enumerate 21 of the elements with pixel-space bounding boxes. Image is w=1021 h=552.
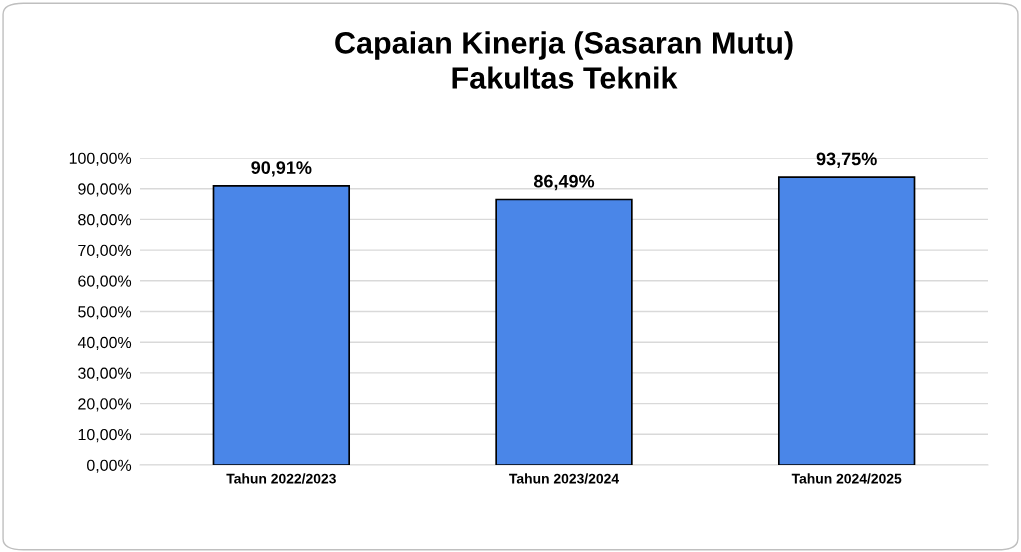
bar xyxy=(777,176,916,465)
x-tick-label: Tahun 2024/2025 xyxy=(791,473,902,484)
y-tick-label: 40,00% xyxy=(77,336,132,351)
x-tick-label: Tahun 2022/2023 xyxy=(226,473,336,484)
bar xyxy=(212,185,351,465)
data-label: 86,49% xyxy=(533,174,595,191)
y-tick-label: 90,00% xyxy=(78,183,132,197)
data-label: 93,75% xyxy=(816,152,877,168)
y-tick-label: 80,00% xyxy=(78,214,132,228)
y-tick-label: 100,00% xyxy=(69,152,132,166)
data-label: 90,91% xyxy=(251,161,312,177)
y-tick-label: 50,00% xyxy=(78,306,132,320)
y-tick-label: 30,00% xyxy=(78,367,132,381)
y-tick-label: 60,00% xyxy=(78,275,132,289)
y-tick-label: 0,00% xyxy=(87,459,132,473)
x-tick-label: Tahun 2023/2024 xyxy=(509,473,619,484)
y-tick-label: 20,00% xyxy=(78,398,132,412)
chart-title: Capaian Kinerja (Sasaran Mutu) Fakultas Teknik xyxy=(335,31,793,89)
y-tick-label: 70,00% xyxy=(78,244,132,258)
y-tick-label: 10,00% xyxy=(78,428,132,443)
bar xyxy=(495,198,633,465)
